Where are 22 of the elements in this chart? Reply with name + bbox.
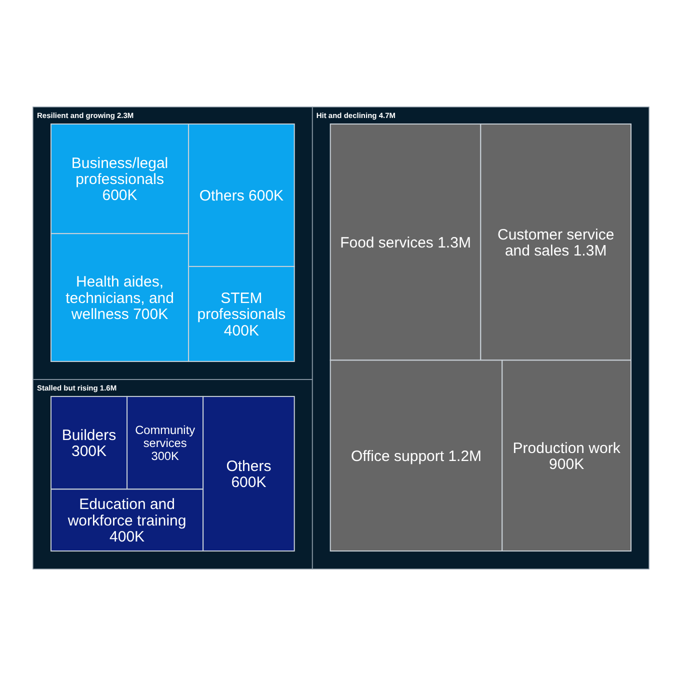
category-label: Education and workforce training bbox=[66, 496, 186, 530]
category-label: Builders bbox=[62, 426, 116, 444]
category-label: Food services bbox=[340, 234, 434, 252]
data-label: 300K bbox=[72, 443, 107, 460]
data-label: 600K bbox=[102, 187, 138, 204]
data-label: 1.3M bbox=[573, 242, 607, 260]
category-label: Business/legal professionals bbox=[71, 154, 168, 188]
data-label: 600K bbox=[248, 187, 284, 204]
data-label: 1.2M bbox=[448, 448, 482, 465]
data-label: 400K bbox=[110, 528, 145, 546]
data-label: 900K bbox=[549, 456, 584, 473]
category-label: Community services bbox=[135, 423, 196, 450]
category-label: Others bbox=[226, 458, 272, 475]
category-label: Office support bbox=[350, 448, 445, 465]
category-label: STEM professionals bbox=[197, 290, 286, 324]
category-label: Production work bbox=[512, 440, 621, 457]
data-label: 400K bbox=[224, 322, 259, 340]
data-label: 300K bbox=[151, 448, 180, 463]
data-label: 1.3M bbox=[438, 234, 471, 252]
category-label: Others bbox=[199, 187, 244, 204]
data-label: 700K bbox=[133, 306, 168, 323]
data-label: 600K bbox=[231, 474, 266, 492]
